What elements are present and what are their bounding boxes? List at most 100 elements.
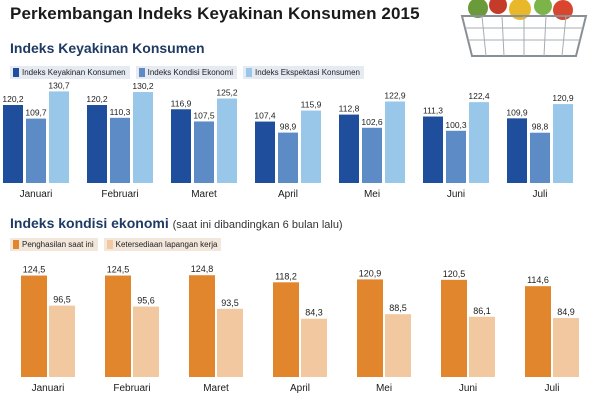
legend-label: Indeks Kondisi Ekonomi	[147, 68, 234, 77]
page-title: Perkembangan Indeks Keyakinan Konsumen 2…	[10, 4, 420, 23]
category-label: April	[278, 189, 298, 200]
category-label: Januari	[32, 383, 65, 394]
category-label: Mei	[364, 189, 380, 200]
data-label: 107,4	[254, 111, 276, 121]
bar-chart2-1-5	[469, 316, 495, 377]
legend-item: Penghasilan saat ini	[10, 238, 98, 251]
data-label: 120,2	[86, 94, 108, 104]
data-label: 110,3	[110, 107, 131, 117]
bar-chart2-0-2	[189, 275, 215, 377]
legend-label: Penghasilan saat ini	[22, 240, 94, 249]
shopping-basket-icon	[448, 0, 600, 62]
bar-chart1-1-0	[26, 118, 46, 183]
legend-label: Indeks Ekspektasi Konsumen	[255, 68, 360, 77]
bar-chart1-1-2	[194, 121, 214, 183]
bar-chart1-1-1	[110, 117, 130, 183]
category-label: Juni	[459, 383, 477, 394]
data-label: 115,9	[301, 100, 322, 110]
legend-item: Indeks Ekspektasi Konsumen	[243, 66, 364, 79]
bar-chart2-0-3	[273, 282, 299, 377]
data-label: 130,2	[132, 81, 154, 91]
bar-chart2-1-3	[301, 318, 327, 377]
data-label: 95,6	[137, 296, 155, 306]
bar-chart2-0-0	[21, 275, 47, 377]
data-label: 84,9	[557, 307, 575, 317]
category-label: Maret	[203, 383, 229, 394]
data-label: 116,9	[171, 98, 192, 108]
legend-swatch	[13, 240, 19, 249]
bar-chart1-0-1	[87, 104, 107, 183]
data-label: 122,4	[468, 91, 490, 101]
legend-swatch	[106, 240, 113, 249]
bar-chart1-1-4	[362, 127, 382, 183]
category-label: Maret	[191, 189, 217, 200]
legend-swatch	[138, 68, 145, 77]
data-label: 122,9	[384, 90, 406, 100]
chart1-legend: Indeks Keyakinan Konsumen Indeks Kondisi …	[10, 66, 364, 79]
chart1-plot: 120,2109,7130,7Januari120,2110,3130,2Feb…	[2, 80, 574, 200]
data-label: 86,1	[473, 306, 491, 316]
data-label: 93,5	[221, 298, 239, 308]
bar-chart1-0-4	[339, 114, 359, 183]
bar-chart2-0-1	[105, 275, 131, 377]
data-label: 98,9	[280, 122, 297, 132]
chart2-title-text: Indeks kondisi ekonomi	[10, 215, 169, 231]
bar-chart1-1-6	[530, 132, 550, 183]
chart2-plot: 124,5 96,5 Januari 124,5 95,6 Februari 124,8 93…	[21, 264, 579, 394]
data-label: 109,7	[25, 108, 47, 118]
bar-chart1-2-0	[49, 91, 69, 183]
data-label: 125,2	[216, 88, 238, 98]
data-label: 130,7	[48, 80, 70, 90]
legend-item: Indeks Kondisi Ekonomi	[135, 66, 238, 79]
data-label: 114,6	[527, 275, 549, 285]
bar-chart1-2-2	[217, 98, 237, 183]
bar-chart1-0-2	[171, 109, 191, 183]
bar-chart1-0-3	[255, 121, 275, 183]
category-label: April	[290, 383, 310, 394]
data-label: 88,5	[389, 303, 407, 313]
data-label: 107,5	[193, 110, 215, 120]
bar-chart1-2-6	[553, 104, 573, 183]
data-label: 109,9	[506, 107, 528, 117]
bar-chart2-0-6	[525, 286, 551, 377]
legend-label: Indeks Keyakinan Konsumen	[22, 68, 126, 77]
legend-swatch	[246, 68, 253, 77]
bar-chart1-0-5	[423, 116, 443, 183]
category-label: Mei	[376, 383, 392, 394]
bar-chart1-0-0	[3, 104, 23, 183]
chart1-title: Indeks Keyakinan Konsumen	[10, 40, 205, 56]
data-label: 111,3	[423, 106, 443, 116]
bar-chart1-2-5	[469, 102, 489, 183]
data-label: 120,5	[443, 269, 466, 279]
bar-chart2-1-2	[217, 308, 243, 377]
data-label: 96,5	[53, 295, 71, 305]
category-label: Juni	[447, 189, 465, 200]
chart2-title: Indeks kondisi ekonomi (saat ini dibandi…	[10, 215, 343, 231]
data-label: 112,8	[339, 104, 360, 114]
legend-item: Ketersediaan lapangan kerja	[103, 238, 222, 251]
legend-item: Indeks Keyakinan Konsumen	[10, 66, 130, 79]
data-label: 120,2	[2, 94, 24, 104]
bar-chart2-0-5	[441, 279, 467, 377]
chart2-note: (saat ini dibandingkan 6 bulan lalu)	[172, 219, 343, 231]
category-label: Februari	[113, 383, 150, 394]
category-label: Juli	[532, 189, 547, 200]
category-label: Februari	[101, 189, 138, 200]
bar-chart1-2-1	[133, 92, 153, 183]
data-label: 124,8	[191, 264, 214, 274]
bar-chart1-1-3	[278, 132, 298, 183]
bar-chart2-1-1	[133, 306, 159, 377]
data-label: 124,5	[107, 265, 130, 275]
category-label: Januari	[20, 189, 53, 200]
data-label: 118,2	[275, 271, 297, 281]
data-label: 102,6	[361, 117, 383, 127]
bar-chart2-1-4	[385, 314, 411, 377]
bar-chart1-2-4	[385, 101, 405, 183]
bar-chart1-2-3	[301, 110, 321, 183]
bar-chart2-1-0	[49, 305, 75, 377]
data-label: 120,9	[359, 268, 382, 278]
bar-chart1-1-5	[446, 130, 466, 183]
data-label: 120,9	[552, 93, 574, 103]
bar-chart1-0-6	[507, 118, 527, 183]
legend-swatch	[13, 68, 19, 77]
